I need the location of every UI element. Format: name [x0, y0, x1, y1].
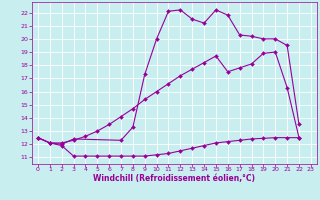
X-axis label: Windchill (Refroidissement éolien,°C): Windchill (Refroidissement éolien,°C) [93, 174, 255, 183]
